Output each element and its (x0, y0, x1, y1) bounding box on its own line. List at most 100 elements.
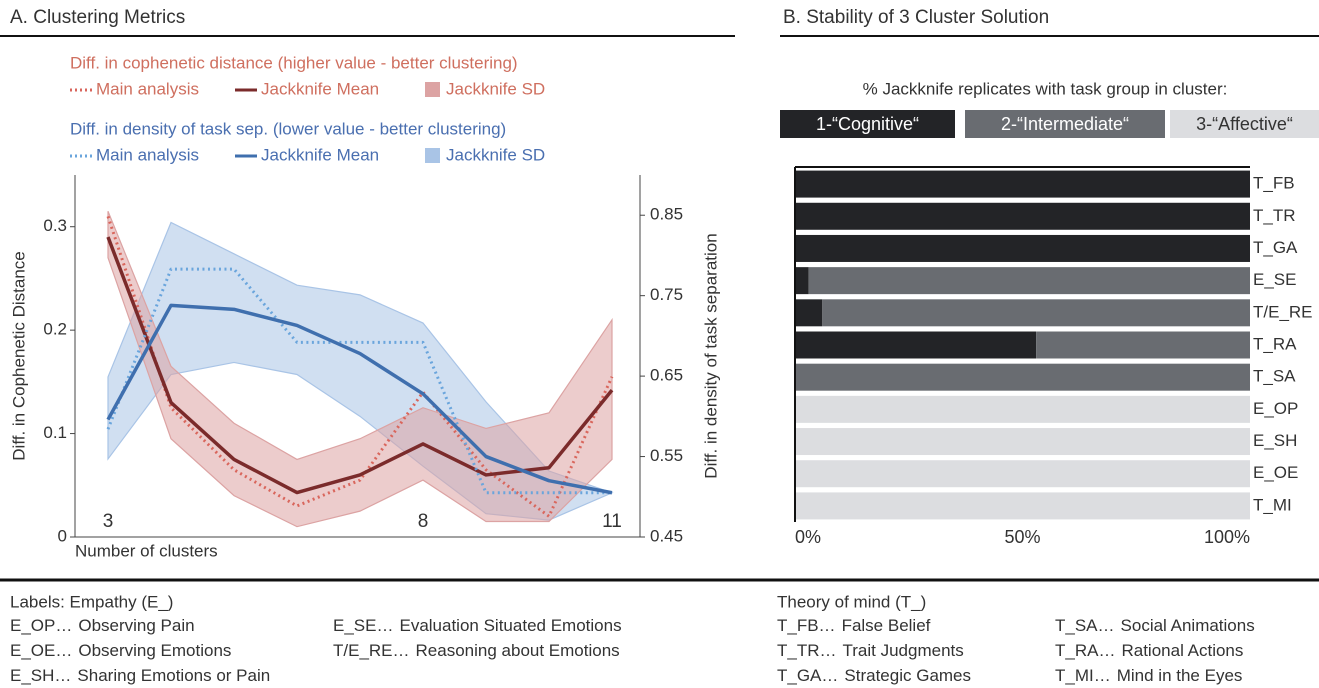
category-label: T_FB (1253, 174, 1295, 193)
category-label: E_SH (1253, 431, 1297, 450)
bar-segment (795, 331, 1037, 359)
mean-line (106, 303, 613, 495)
category-label: T_TR (1253, 206, 1296, 225)
label-text: Observing Pain (78, 616, 194, 635)
label-text: Mind in the Eyes (1117, 666, 1243, 685)
bar-segment (795, 202, 1250, 230)
category-label: T/E_RE (1253, 302, 1313, 321)
legend-label: 2-“Intermediate“ (1001, 114, 1129, 134)
label-entry: T_TR… Trait Judgments (777, 641, 964, 660)
label-text: Social Animations (1121, 616, 1255, 635)
legend-swatch (965, 110, 1165, 138)
y2-tick-label: 0.75 (650, 285, 683, 304)
label-text: Sharing Emotions or Pain (77, 666, 270, 685)
y2-tick-label: 0.55 (650, 446, 683, 465)
y-tick-label: 0.2 (43, 320, 67, 339)
x-axis-label: Number of clusters (75, 541, 218, 560)
x-tick-label: 3 (103, 511, 114, 532)
category-label: T_RA (1253, 334, 1297, 353)
main-line (106, 215, 614, 518)
legend-label: Jackknife Mean (261, 145, 379, 164)
panel-b-title: B. Stability of 3 Cluster Solution (783, 7, 1049, 28)
label-entry: T_GA… Strategic Games (777, 666, 971, 685)
y-tick-label: 0.1 (43, 423, 67, 442)
category-label: T_SA (1253, 367, 1296, 386)
label-code: E_OE… (10, 641, 72, 660)
category-label: T_MI (1253, 495, 1292, 514)
label-entry: T_FB… False Belief (777, 616, 931, 635)
label-text: Trait Judgments (843, 641, 964, 660)
label-code: T_TR… (777, 641, 837, 660)
y2-tick-label: 0.85 (650, 205, 683, 224)
legend-label: Main analysis (96, 79, 199, 98)
legend-label: Jackknife SD (446, 145, 545, 164)
bar-segment (795, 395, 1250, 423)
label-code: T_FB… (777, 616, 836, 635)
legend-label: 3-“Affective“ (1196, 114, 1293, 134)
label-text: False Belief (842, 616, 931, 635)
label-code: E_SE… (333, 616, 393, 635)
main-line (106, 267, 612, 495)
tom-title: Theory of mind (T_) (777, 592, 926, 611)
legend-swatch (1170, 110, 1319, 138)
category-label: E_OE (1253, 463, 1298, 482)
mean-line (106, 236, 614, 495)
label-code: T/E_RE… (333, 641, 410, 660)
bar-segment (808, 267, 1250, 295)
legend-swatch (425, 82, 440, 97)
label-entry: E_OE… Observing Emotions (10, 641, 231, 660)
y2-tick-label: 0.45 (650, 526, 683, 545)
bar-segment (795, 234, 1250, 262)
label-code: E_OP… (10, 616, 72, 635)
legend-label: Jackknife SD (446, 79, 545, 98)
bar-segment (822, 299, 1250, 327)
x-tick-label: 0% (795, 527, 821, 547)
label-text: Rational Actions (1121, 641, 1243, 660)
label-text: Strategic Games (844, 666, 971, 685)
label-entry: E_OP… Observing Pain (10, 616, 195, 635)
category-label: E_SE (1253, 270, 1296, 289)
label-code: E_SH… (10, 666, 71, 685)
legend-group-title: Diff. in cophenetic distance (higher val… (70, 53, 518, 72)
y2-tick-label: 0.65 (650, 366, 683, 385)
bar-segment (795, 492, 1250, 520)
x-tick-label: 100% (1204, 527, 1250, 547)
label-code: T_RA… (1055, 641, 1115, 660)
legend-label: Jackknife Mean (261, 79, 379, 98)
label-entry: T_MI… Mind in the Eyes (1055, 666, 1242, 685)
bar-segment (795, 267, 809, 295)
label-text: Observing Emotions (78, 641, 231, 660)
category-label: E_OP (1253, 399, 1298, 418)
y-tick-label: 0.3 (43, 216, 67, 235)
bar-segment (795, 363, 1250, 391)
label-entry: T/E_RE… Reasoning about Emotions (333, 641, 620, 660)
bar-segment (795, 428, 1250, 456)
panel-a-title: A. Clustering Metrics (10, 7, 185, 28)
legend-swatch (425, 148, 440, 163)
label-entry: E_SH… Sharing Emotions or Pain (10, 666, 270, 685)
bar-segment (795, 170, 1250, 198)
subtitle: % Jackknife replicates with task group i… (863, 79, 1228, 98)
sd-band (107, 210, 613, 528)
y-axis-label: Diff. in Cophenetic Distance (9, 251, 28, 460)
y-tick-label: 0 (58, 526, 67, 545)
label-code: T_GA… (777, 666, 838, 685)
bar-segment (1036, 331, 1250, 359)
label-code: T_SA… (1055, 616, 1115, 635)
label-entry: T_RA… Rational Actions (1055, 641, 1243, 660)
bar-segment (795, 460, 1250, 488)
x-tick-label: 11 (602, 511, 622, 532)
legend-group-title: Diff. in density of task sep. (lower val… (70, 119, 506, 138)
label-code: T_MI… (1055, 666, 1111, 685)
bar-segment (795, 299, 823, 327)
x-tick-label: 50% (1004, 527, 1040, 547)
empathy-title: Labels: Empathy (E_) (10, 592, 173, 611)
label-text: Reasoning about Emotions (416, 641, 620, 660)
category-label: T_GA (1253, 238, 1298, 257)
y2-axis-label: Diff. in density of task separation (701, 233, 720, 478)
x-tick-label: 8 (418, 511, 429, 532)
label-entry: T_SA… Social Animations (1055, 616, 1255, 635)
legend-swatch (780, 110, 955, 138)
legend-label: 1-“Cognitive“ (816, 114, 919, 134)
